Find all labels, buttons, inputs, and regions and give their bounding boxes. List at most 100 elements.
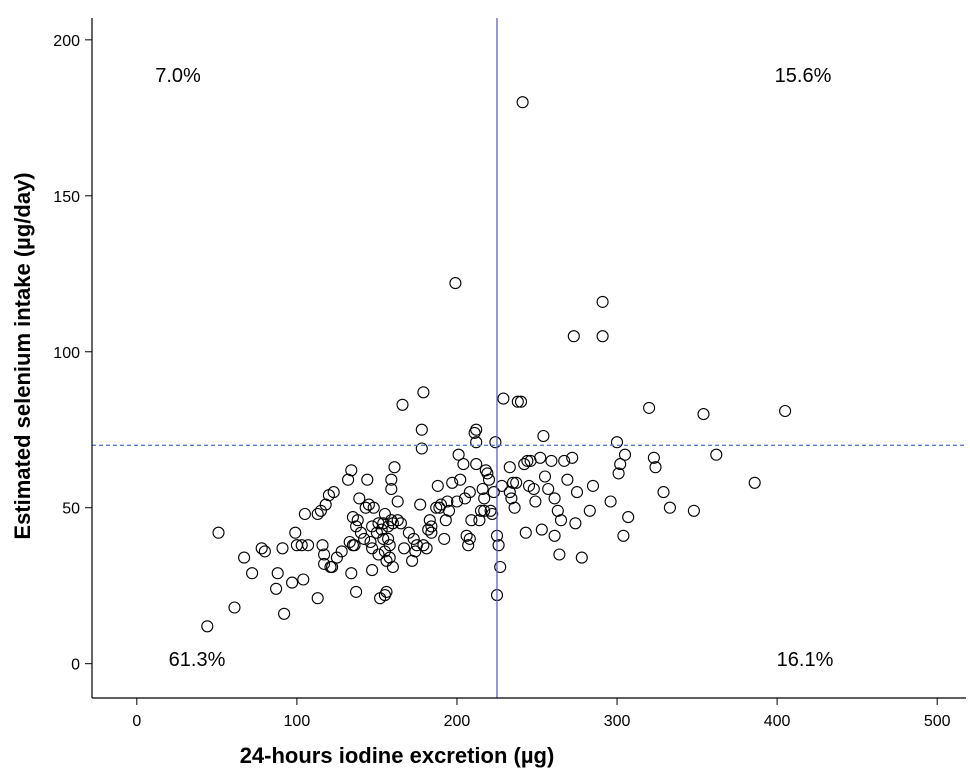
data-point bbox=[446, 476, 459, 489]
data-point bbox=[351, 514, 364, 527]
data-point bbox=[548, 492, 561, 505]
data-point bbox=[604, 495, 617, 508]
data-point bbox=[697, 408, 710, 421]
data-point bbox=[494, 560, 507, 574]
data-point bbox=[417, 539, 430, 552]
data-point bbox=[537, 429, 550, 443]
data-point bbox=[495, 479, 508, 492]
data-point bbox=[649, 461, 662, 474]
data-point bbox=[554, 514, 568, 527]
data-point bbox=[489, 436, 502, 449]
data-point bbox=[345, 567, 358, 580]
data-point bbox=[297, 573, 310, 586]
data-point bbox=[425, 526, 438, 539]
data-point bbox=[394, 517, 407, 530]
data-point bbox=[425, 520, 438, 533]
data-point bbox=[366, 542, 379, 555]
y-tick-label: 50 bbox=[62, 501, 80, 518]
y-tick-label: 200 bbox=[53, 33, 80, 50]
data-point bbox=[386, 560, 399, 574]
data-point bbox=[255, 542, 268, 555]
data-point bbox=[366, 564, 379, 577]
data-point bbox=[553, 548, 566, 561]
data-point bbox=[647, 451, 660, 464]
ticks-layer: 0 50 100 150 200 0 100 200 300 400 500 bbox=[53, 33, 950, 730]
data-point bbox=[409, 545, 422, 558]
annotations-layer: 7.0% 15.6% 61.3% 16.1% bbox=[155, 65, 833, 671]
data-point bbox=[398, 542, 411, 555]
data-point bbox=[497, 392, 510, 405]
data-point bbox=[470, 436, 483, 449]
data-point bbox=[663, 501, 676, 514]
data-point bbox=[542, 482, 555, 496]
data-point bbox=[348, 539, 361, 552]
x-tick-label: 100 bbox=[284, 713, 311, 730]
data-point bbox=[492, 539, 505, 552]
points-layer bbox=[201, 96, 792, 633]
data-point bbox=[330, 551, 343, 564]
data-point bbox=[441, 495, 454, 508]
data-point bbox=[402, 526, 415, 539]
data-point bbox=[617, 529, 630, 542]
data-point bbox=[246, 567, 259, 580]
data-point bbox=[583, 504, 596, 517]
data-point bbox=[271, 567, 284, 580]
data-point bbox=[228, 601, 241, 614]
data-point bbox=[434, 498, 448, 511]
data-point bbox=[382, 532, 395, 545]
data-point bbox=[417, 386, 430, 399]
data-point bbox=[561, 473, 574, 486]
data-point bbox=[359, 501, 372, 514]
data-point bbox=[422, 523, 435, 536]
data-point bbox=[470, 423, 483, 436]
data-point bbox=[521, 454, 534, 467]
data-point bbox=[385, 473, 398, 486]
data-point bbox=[452, 448, 465, 461]
data-point bbox=[508, 501, 521, 514]
y-tick-label: 150 bbox=[53, 189, 80, 206]
data-point bbox=[478, 492, 491, 505]
data-point bbox=[238, 551, 251, 564]
data-point bbox=[311, 592, 324, 605]
data-point bbox=[486, 507, 499, 521]
data-point bbox=[378, 507, 391, 521]
data-point bbox=[276, 542, 289, 555]
data-point bbox=[510, 476, 523, 489]
data-point bbox=[610, 436, 624, 449]
data-point bbox=[353, 492, 366, 505]
data-point bbox=[391, 495, 404, 508]
data-point bbox=[449, 277, 462, 290]
data-point bbox=[361, 473, 374, 486]
data-point bbox=[586, 479, 600, 492]
data-point bbox=[519, 526, 532, 539]
data-point bbox=[350, 520, 363, 533]
data-point bbox=[548, 529, 561, 542]
data-point bbox=[414, 498, 427, 511]
data-point bbox=[391, 514, 404, 527]
data-point bbox=[358, 532, 371, 545]
data-point bbox=[518, 458, 531, 471]
data-point bbox=[570, 486, 584, 499]
data-point bbox=[314, 504, 327, 517]
y-tick-label: 100 bbox=[53, 345, 80, 362]
data-point bbox=[295, 539, 308, 552]
x-tick-label: 0 bbox=[132, 713, 141, 730]
data-point bbox=[423, 514, 436, 527]
data-point bbox=[462, 539, 475, 552]
data-point bbox=[575, 551, 588, 564]
data-point bbox=[438, 532, 451, 545]
data-point bbox=[612, 467, 625, 480]
data-point bbox=[463, 532, 476, 545]
data-point bbox=[779, 404, 792, 418]
data-point bbox=[270, 582, 283, 595]
data-point bbox=[335, 545, 348, 558]
data-point bbox=[622, 511, 635, 524]
x-axis-label: 24-hours iodine excretion (µg) bbox=[240, 743, 555, 768]
data-point bbox=[470, 458, 483, 471]
data-point bbox=[450, 495, 464, 508]
data-point bbox=[481, 467, 494, 480]
plot-area bbox=[92, 18, 966, 698]
data-point bbox=[643, 401, 656, 414]
data-point bbox=[457, 458, 470, 471]
data-point bbox=[511, 395, 524, 408]
